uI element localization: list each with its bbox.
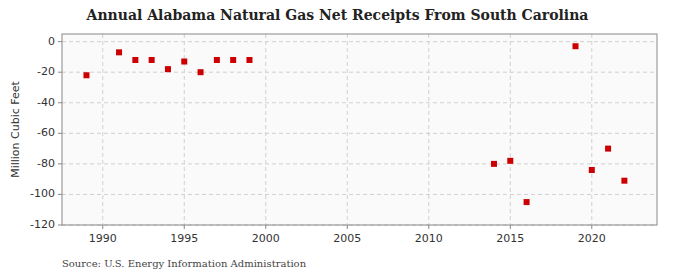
y-tick-label: -60 [37, 126, 55, 139]
x-tick-label: 2020 [578, 232, 606, 245]
x-grid-line [265, 34, 266, 225]
x-tick [428, 225, 429, 229]
y-tick [58, 163, 62, 164]
point [605, 146, 611, 152]
point [507, 158, 513, 164]
y-tick-label: -100 [30, 187, 55, 200]
y-tick-label: -20 [37, 65, 55, 78]
y-grid-line [62, 72, 657, 73]
y-grid-line [62, 163, 657, 164]
x-grid-line [591, 34, 592, 225]
y-tick [58, 225, 62, 226]
y-axis-label: Million Cubic Feet [9, 80, 22, 177]
x-tick [102, 225, 103, 229]
x-grid-line [102, 34, 103, 225]
x-tick-label: 1995 [170, 232, 198, 245]
point [230, 57, 236, 63]
x-tick-label: 2005 [333, 232, 361, 245]
y-tick [58, 41, 62, 42]
point [214, 57, 220, 63]
y-tick [58, 194, 62, 195]
x-grid-line [510, 34, 511, 225]
source-note: Source: U.S. Energy Information Administ… [62, 258, 307, 269]
x-grid-line [347, 34, 348, 225]
chart-container: 0 -20 -40 -60 -80 -100 -120 1990 1995 2000 2005 201… [0, 0, 675, 275]
y-grid-line [62, 102, 657, 103]
x-tick [184, 225, 185, 229]
y-tick [58, 102, 62, 103]
chart-svg: 0 -20 -40 -60 -80 -100 -120 1990 1995 2000 2005 201… [0, 0, 675, 275]
point [165, 66, 171, 72]
y-grid-line [62, 133, 657, 134]
x-tick-label: 1990 [89, 232, 117, 245]
x-tick-label: 2015 [496, 232, 524, 245]
point [621, 178, 627, 184]
y-grid-line [62, 41, 657, 42]
y-tick-label: 0 [48, 35, 55, 48]
x-tick [347, 225, 348, 229]
plot-frame [62, 34, 657, 225]
point [198, 69, 204, 75]
point [572, 43, 578, 49]
x-tick [265, 225, 266, 229]
plot-background [62, 34, 657, 225]
point [132, 57, 138, 63]
point [589, 167, 595, 173]
point [181, 59, 187, 65]
y-tick-label: -80 [37, 157, 55, 170]
title: Annual Alabama Natural Gas Net Receipts … [86, 7, 589, 23]
point [83, 72, 89, 78]
y-tick [58, 72, 62, 73]
y-tick [58, 133, 62, 134]
x-tick [591, 225, 592, 229]
y-grid-line [62, 194, 657, 195]
y-tick-label: -40 [37, 96, 55, 109]
x-tick-label: 2000 [252, 232, 280, 245]
x-grid-line [428, 34, 429, 225]
point [491, 161, 497, 167]
y-tick-label: -120 [30, 218, 55, 231]
x-tick-label: 2010 [415, 232, 443, 245]
x-tick [510, 225, 511, 229]
axes: 0 -20 -40 -60 -80 -100 -120 1990 1995 2000 2005 201… [30, 35, 606, 245]
point [149, 57, 155, 63]
point [246, 57, 252, 63]
point [116, 49, 122, 55]
point [524, 199, 530, 205]
points [83, 43, 627, 205]
grid [62, 34, 657, 225]
